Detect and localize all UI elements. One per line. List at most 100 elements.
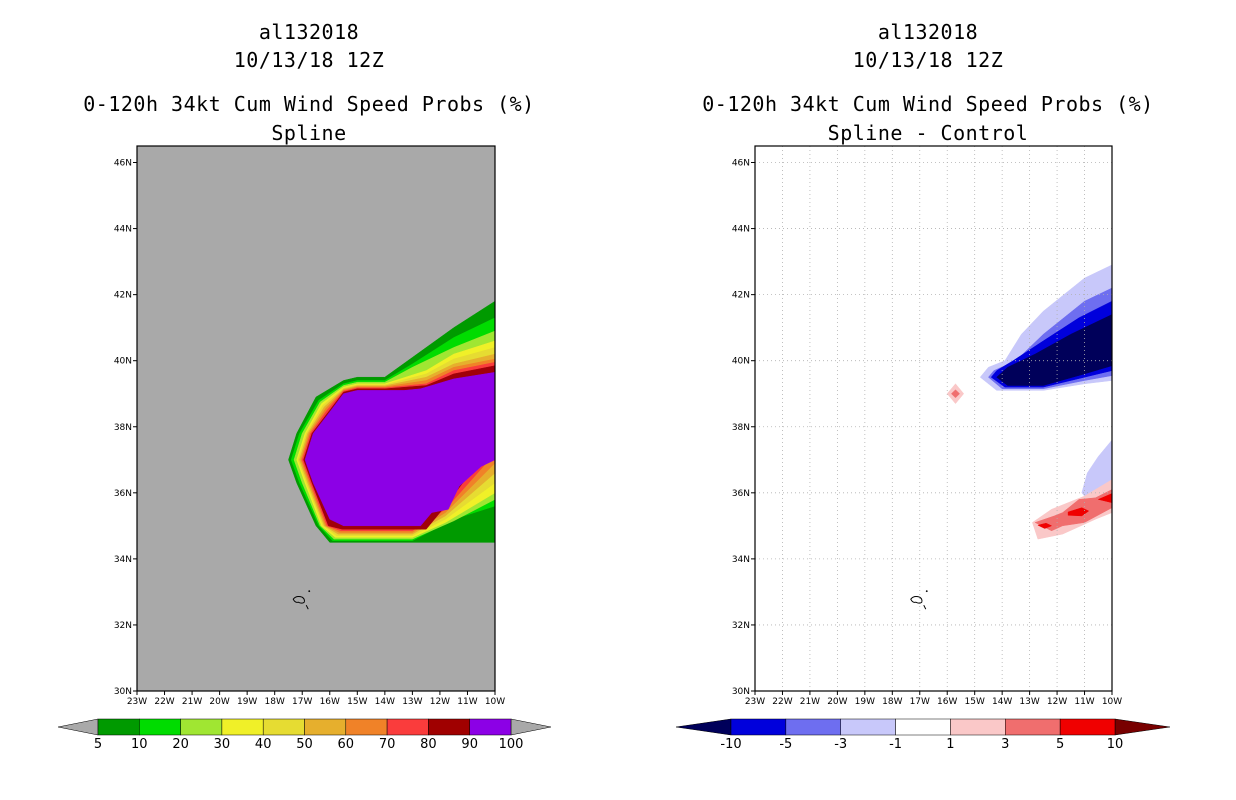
y-tick-label: 30N [114,687,132,697]
coastline-madeira [910,596,923,604]
x-tick-label: 21W [182,697,202,707]
y-tick-label: 30N [732,687,750,697]
colorbar-label: 70 [379,737,396,752]
y-tick-label: 34N [732,555,750,565]
y-tick-label: 42N [114,291,132,301]
x-tick-label: 19W [237,697,257,707]
x-tick-label: 11W [457,697,477,707]
contour-region-11 [1037,522,1053,529]
colorbar-label: 30 [214,737,231,752]
y-tick-label: 42N [732,291,750,301]
colorbar-swatch [730,718,787,736]
x-tick-label: 17W [292,697,312,707]
y-tick-label: 36N [732,489,750,499]
y-tick-label: 44N [114,225,132,235]
colorbar-left-arrow [675,718,732,736]
colorbar-swatch [950,718,1006,736]
colorbar-swatch [1005,718,1061,736]
right-title-storm: al132018 [877,20,979,44]
plot-frame [136,145,496,692]
coastline-madeira [292,596,305,604]
colorbar-swatch [840,718,896,736]
coastline-porto-santo [925,590,928,593]
colorbar-label: 100 [499,737,524,752]
x-tick-label: 20W [827,697,847,707]
y-tick-label: 40N [732,357,750,367]
contour-region-9 [1097,493,1112,503]
x-tick-label: 21W [800,697,820,707]
colorbar-right-arrow [1114,718,1171,736]
coastline-porto-santo [308,590,311,593]
colorbar-label: 50 [296,737,313,752]
colorbar-label: -5 [779,737,792,752]
colorbar-label: 10 [131,737,148,752]
plot-frame [754,145,1113,692]
colorbar-label: 1 [946,737,954,752]
x-tick-label: 20W [209,697,229,707]
right-title-date: 10/13/18 12Z [852,48,1004,72]
x-tick-label: 18W [882,697,902,707]
x-tick-label: 17W [910,697,930,707]
contour-region-9 [304,372,495,527]
left-title-subtitle: Spline [271,121,347,145]
x-tick-label: 23W [127,697,147,707]
x-tick-label: 14W [992,697,1012,707]
colorbar-label: -3 [834,737,847,752]
contour-region-10 [1067,507,1090,517]
right-title-product: 0-120h 34kt Cum Wind Speed Probs (%) [702,92,1154,116]
left-title-date: 10/13/18 12Z [233,48,385,72]
colorbar-swatch [469,718,512,736]
x-tick-label: 16W [320,697,340,707]
colorbar-label: 90 [461,737,478,752]
left-title-storm: al132018 [258,20,360,44]
colorbar-label: 5 [94,737,102,752]
coastline-desertas [305,604,309,610]
y-tick-label: 46N [114,159,132,169]
x-tick-label: 12W [1047,697,1067,707]
colorbar-swatch [1059,718,1116,736]
colorbar-label: 20 [172,737,189,752]
colorbar-label: 10 [1107,737,1124,752]
x-tick-label: 22W [772,697,792,707]
x-tick-label: 10W [1102,697,1122,707]
colorbar-label: 3 [1001,737,1009,752]
colorbar-label: 80 [420,737,437,752]
x-tick-label: 10W [485,697,505,707]
x-tick-label: 19W [855,697,875,707]
colorbar-label: 40 [255,737,272,752]
y-tick-label: 36N [114,489,132,499]
left-title-product: 0-120h 34kt Cum Wind Speed Probs (%) [83,92,535,116]
plot-background [755,146,1112,691]
x-tick-label: 23W [745,697,765,707]
y-tick-label: 46N [732,159,750,169]
colorbar-swatch [895,718,951,736]
colorbar-label: 5 [1056,737,1064,752]
y-tick-label: 44N [732,225,750,235]
x-tick-label: 15W [965,697,985,707]
x-tick-label: 16W [937,697,957,707]
coastline-desertas [923,604,927,610]
colorbar-label: -1 [889,737,902,752]
contour-region-6 [951,389,960,399]
contour-layer [288,300,495,543]
colorbar-label: 60 [338,737,355,752]
y-tick-label: 32N [114,621,132,631]
contour-layer [946,264,1112,540]
x-tick-label: 15W [347,697,367,707]
grid-lines [755,146,1112,691]
x-tick-label: 14W [375,697,395,707]
colorbar-label: -10 [720,737,741,752]
x-tick-label: 11W [1074,697,1094,707]
colorbar-swatch [785,718,841,736]
y-tick-label: 40N [114,357,132,367]
x-tick-label: 13W [402,697,422,707]
contour-region-3 [996,314,1112,386]
y-tick-label: 38N [114,423,132,433]
x-tick-label: 13W [1019,697,1039,707]
y-tick-label: 38N [732,423,750,433]
y-tick-label: 34N [114,555,132,565]
x-tick-label: 12W [430,697,450,707]
y-tick-label: 32N [732,621,750,631]
right-title-subtitle: Spline - Control [827,121,1029,145]
